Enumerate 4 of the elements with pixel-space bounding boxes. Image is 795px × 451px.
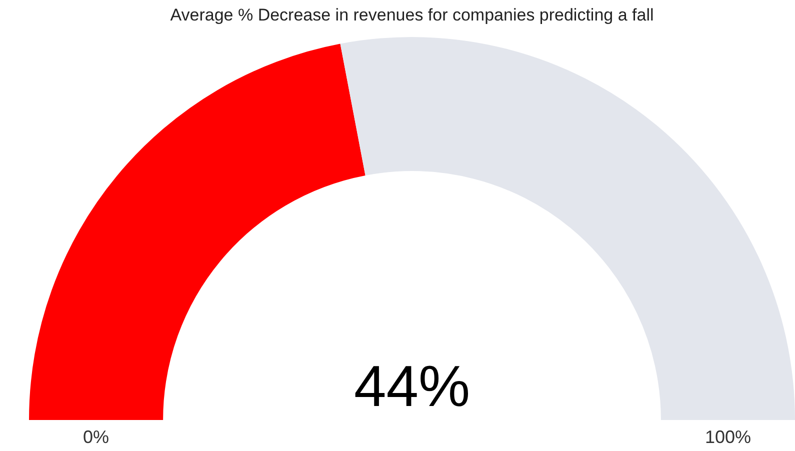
text: 100% — [704, 426, 751, 447]
text: 44% — [354, 354, 470, 419]
chart-title: Average % Decrease in revenues for companies predicting a fall — [170, 6, 654, 25]
text: 0% — [83, 426, 110, 447]
